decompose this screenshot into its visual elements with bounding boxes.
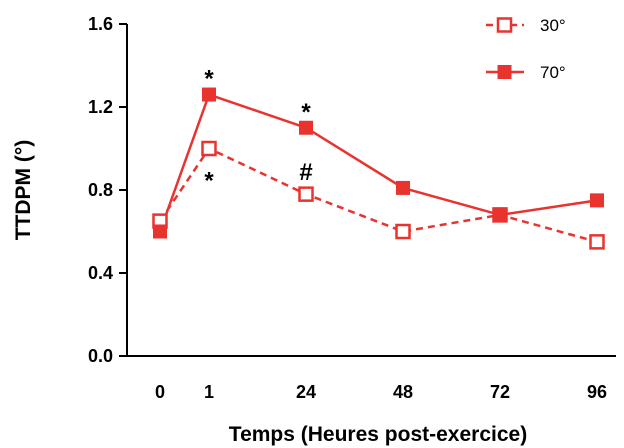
data-point	[396, 180, 410, 195]
y-axis-title: TTDPM (°)	[12, 140, 35, 241]
y-tick-label: 1.6	[88, 14, 113, 34]
data-point	[299, 120, 313, 135]
y-tick-label: 1.2	[88, 97, 113, 117]
y-tick-label: 0.0	[88, 346, 113, 366]
data-point	[298, 186, 314, 202]
significance-marker: *	[204, 66, 214, 93]
x-tick-label: 72	[490, 382, 510, 402]
significance-marker: *	[204, 168, 214, 195]
x-tick-label: 96	[587, 382, 607, 402]
legend-marker	[497, 65, 512, 79]
legend-label: 30°	[540, 16, 566, 35]
significance-marker: #	[299, 159, 312, 186]
legend: 30° 70°	[486, 16, 566, 82]
annotations: * * * #	[204, 66, 312, 195]
data-point	[153, 224, 167, 239]
legend-marker	[496, 17, 513, 33]
significance-marker: *	[301, 99, 311, 126]
data-point	[590, 193, 604, 208]
x-tick-label: 48	[393, 382, 413, 402]
x-tick-label: 1	[204, 382, 214, 402]
series-line-1	[158, 146, 598, 244]
legend-label: 70°	[540, 63, 566, 82]
y-tick-label: 0.8	[88, 180, 113, 200]
x-tick-label: 24	[296, 382, 316, 402]
data-point	[202, 87, 216, 102]
series-line-2	[158, 92, 598, 232]
x-axis-title: Temps (Heures post-exercice)	[229, 423, 527, 446]
x-axis: 0 1 24 48 72 96	[127, 355, 616, 402]
data-point	[493, 207, 507, 222]
data-point	[201, 140, 217, 157]
data-point	[589, 234, 605, 250]
y-axis: 0.0 0.4 0.8 1.2 1.6	[88, 14, 128, 366]
data-point	[395, 223, 411, 240]
series-layer	[152, 87, 605, 250]
x-tick-label: 0	[155, 382, 165, 402]
y-tick-label: 0.4	[88, 263, 113, 283]
